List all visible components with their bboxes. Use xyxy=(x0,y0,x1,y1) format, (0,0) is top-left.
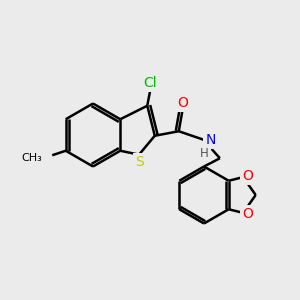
Text: S: S xyxy=(135,155,144,170)
Text: O: O xyxy=(242,169,253,183)
Text: CH₃: CH₃ xyxy=(22,153,43,163)
Text: N: N xyxy=(205,133,216,147)
Text: H: H xyxy=(200,147,209,160)
Text: Cl: Cl xyxy=(143,76,157,90)
Text: O: O xyxy=(178,96,188,110)
Text: O: O xyxy=(242,207,253,221)
